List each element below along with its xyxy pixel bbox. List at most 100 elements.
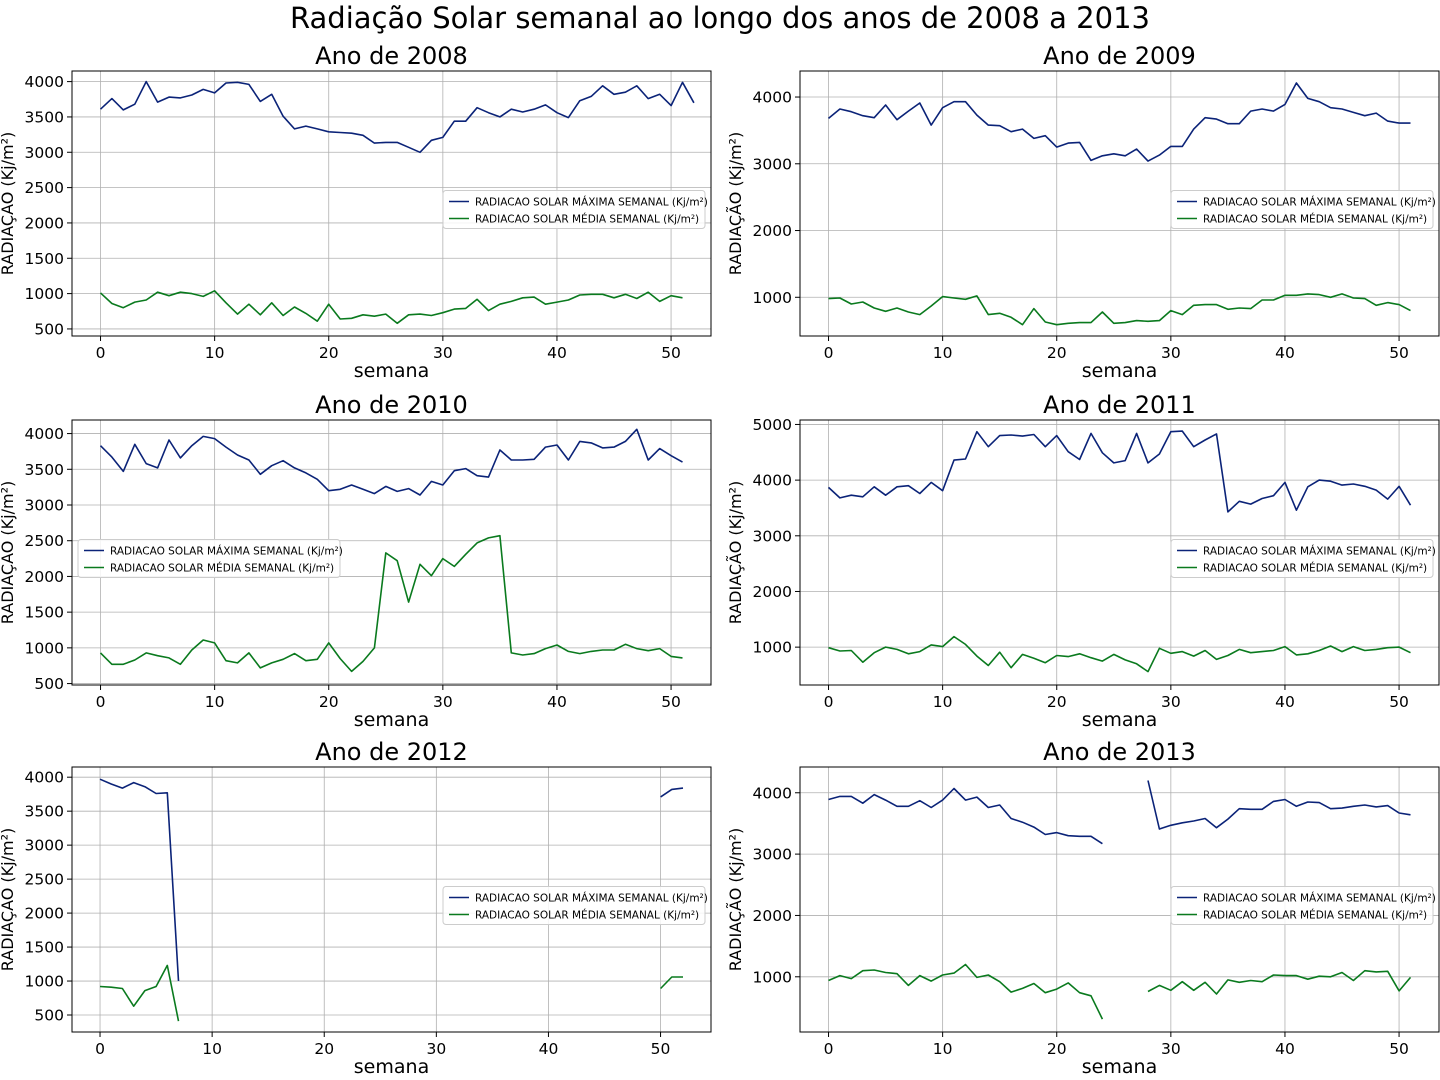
y-tick-label: 1000 bbox=[25, 285, 64, 303]
axes-frame bbox=[799, 766, 1440, 1033]
y-tick-label: 1500 bbox=[25, 250, 64, 268]
chart-panel-5: 0 10 20 30 40 50 1000 2000 3000 4000 Ano de 2013 se… bbox=[726, 738, 1440, 1078]
chart-panel-4: 0 10 20 30 40 50 500 1000 1500 2000 2500 3000 3500 40… bbox=[0, 738, 712, 1078]
legend-entry: RADIACAO SOLAR MÁXIMA SEMANAL (Kj/m²) bbox=[1203, 545, 1436, 558]
y-tick-label: 1000 bbox=[753, 289, 792, 307]
axes-frame bbox=[799, 70, 1440, 337]
x-tick-label: 20 bbox=[319, 693, 339, 711]
legend: RADIACAO SOLAR MÁXIMA SEMANAL (Kj/m²) RAD… bbox=[1170, 190, 1436, 229]
y-tick-label: 4000 bbox=[753, 472, 792, 490]
x-tick-label: 10 bbox=[205, 344, 225, 362]
y-tick-label: 3000 bbox=[753, 846, 792, 864]
x-tick-label: 40 bbox=[1275, 693, 1295, 711]
y-tick-label: 2000 bbox=[753, 907, 792, 925]
series-line-max bbox=[99, 80, 695, 154]
x-axis-label: semana bbox=[1082, 709, 1157, 731]
series-line-mean bbox=[828, 635, 1411, 673]
x-tick-label: 0 bbox=[824, 1040, 834, 1058]
x-tick-label: 30 bbox=[433, 344, 453, 362]
axes-frame bbox=[71, 70, 712, 337]
y-tick-label: 2000 bbox=[25, 214, 64, 232]
x-tick-label: 20 bbox=[1047, 693, 1067, 711]
legend-entry: RADIACAO SOLAR MÉDIA SEMANAL (Kj/m²) bbox=[1203, 562, 1427, 575]
x-tick-label: 40 bbox=[547, 344, 567, 362]
series-line-max bbox=[827, 430, 1412, 513]
series-line-mean bbox=[99, 964, 683, 1022]
legend-box bbox=[77, 539, 341, 578]
legend-box bbox=[1170, 539, 1434, 578]
y-tick-label: 2500 bbox=[25, 871, 64, 889]
series-line-mean bbox=[828, 963, 1412, 1020]
chart-panel-0: 0 10 20 30 40 50 500 1000 1500 2000 2500 3000 3500 40… bbox=[0, 42, 712, 382]
y-tick-label: 5000 bbox=[753, 416, 792, 434]
x-tick-label: 20 bbox=[314, 1040, 334, 1058]
y-tick-label: 500 bbox=[34, 675, 64, 693]
x-tick-label: 20 bbox=[1047, 344, 1067, 362]
y-tick-label: 3000 bbox=[25, 837, 64, 855]
x-tick-label: 30 bbox=[433, 693, 453, 711]
legend-entry: RADIACAO SOLAR MÁXIMA SEMANAL (Kj/m²) bbox=[475, 196, 708, 209]
y-tick-label: 3500 bbox=[25, 108, 64, 126]
x-tick-label: 20 bbox=[1047, 1040, 1067, 1058]
x-tick-label: 30 bbox=[426, 1040, 446, 1058]
x-tick-label: 40 bbox=[539, 1040, 559, 1058]
axes-frame bbox=[71, 419, 712, 686]
x-tick-label: 0 bbox=[96, 693, 106, 711]
series-line-mean bbox=[99, 290, 683, 325]
chart-title: Ano de 2012 bbox=[315, 738, 468, 766]
y-tick-label: 3500 bbox=[25, 803, 64, 821]
x-tick-label: 40 bbox=[1275, 344, 1295, 362]
y-tick-label: 1000 bbox=[25, 639, 64, 657]
chart-panel-2: 0 10 20 30 40 50 500 1000 1500 2000 2500 3000 3500 40… bbox=[0, 391, 712, 731]
x-tick-label: 50 bbox=[1389, 1040, 1409, 1058]
series-line-max bbox=[99, 778, 684, 982]
y-tick-label: 3000 bbox=[753, 155, 792, 173]
y-tick-label: 4000 bbox=[753, 89, 792, 107]
chart-panel-3: 0 10 20 30 40 50 1000 2000 3000 4000 5000 Ano de 20… bbox=[726, 391, 1440, 731]
x-tick-label: 10 bbox=[202, 1040, 222, 1058]
y-tick-label: 2000 bbox=[25, 905, 64, 923]
legend-box bbox=[1170, 190, 1434, 229]
y-tick-label: 2500 bbox=[25, 532, 64, 550]
series-line-max bbox=[99, 428, 683, 496]
y-tick-label: 2000 bbox=[25, 568, 64, 586]
legend-box bbox=[1170, 886, 1434, 925]
legend-entry: RADIACAO SOLAR MÉDIA SEMANAL (Kj/m²) bbox=[1203, 909, 1427, 922]
y-tick-label: 1000 bbox=[25, 973, 64, 991]
x-tick-label: 10 bbox=[933, 344, 953, 362]
x-tick-label: 50 bbox=[661, 693, 681, 711]
axes-frame bbox=[71, 766, 712, 1033]
x-axis-label: semana bbox=[1082, 1056, 1157, 1078]
y-tick-label: 1000 bbox=[753, 968, 792, 986]
x-tick-label: 20 bbox=[319, 344, 339, 362]
y-axis-label: RADIAÇÃO (Kj/m²) bbox=[726, 828, 745, 971]
x-tick-label: 30 bbox=[1161, 693, 1181, 711]
y-tick-label: 1000 bbox=[753, 639, 792, 657]
x-tick-label: 40 bbox=[1275, 1040, 1295, 1058]
y-axis-label: RADIAÇÃO (Kj/m²) bbox=[726, 132, 745, 275]
x-tick-label: 50 bbox=[661, 344, 681, 362]
y-tick-label: 3500 bbox=[25, 461, 64, 479]
figure-title: Radiação Solar semanal ao longo dos anos… bbox=[290, 1, 1150, 35]
x-tick-label: 40 bbox=[547, 693, 567, 711]
legend: RADIACAO SOLAR MÁXIMA SEMANAL (Kj/m²) RAD… bbox=[1170, 539, 1436, 578]
x-tick-label: 50 bbox=[1389, 693, 1409, 711]
x-tick-label: 30 bbox=[1161, 1040, 1181, 1058]
y-tick-label: 3000 bbox=[753, 527, 792, 545]
legend: RADIACAO SOLAR MÁXIMA SEMANAL (Kj/m²) RAD… bbox=[1170, 886, 1436, 925]
y-tick-label: 2000 bbox=[753, 583, 792, 601]
legend-box bbox=[442, 886, 706, 925]
y-tick-label: 3000 bbox=[25, 144, 64, 162]
x-tick-label: 10 bbox=[933, 693, 953, 711]
legend-entry: RADIACAO SOLAR MÁXIMA SEMANAL (Kj/m²) bbox=[1203, 196, 1436, 209]
x-axis-label: semana bbox=[354, 360, 429, 382]
legend: RADIACAO SOLAR MÁXIMA SEMANAL (Kj/m²) RAD… bbox=[77, 539, 343, 578]
y-axis-label: RADIAÇÃO (Kj/m²) bbox=[0, 481, 17, 624]
x-tick-label: 10 bbox=[205, 693, 225, 711]
subplot-grid: 0 10 20 30 40 5050010001500200025003000350040… bbox=[0, 42, 1440, 1078]
chart-title: Ano de 2013 bbox=[1043, 738, 1196, 766]
chart-title: Ano de 2008 bbox=[315, 42, 468, 70]
x-tick-label: 10 bbox=[933, 1040, 953, 1058]
legend-entry: RADIACAO SOLAR MÉDIA SEMANAL (Kj/m²) bbox=[110, 562, 334, 575]
